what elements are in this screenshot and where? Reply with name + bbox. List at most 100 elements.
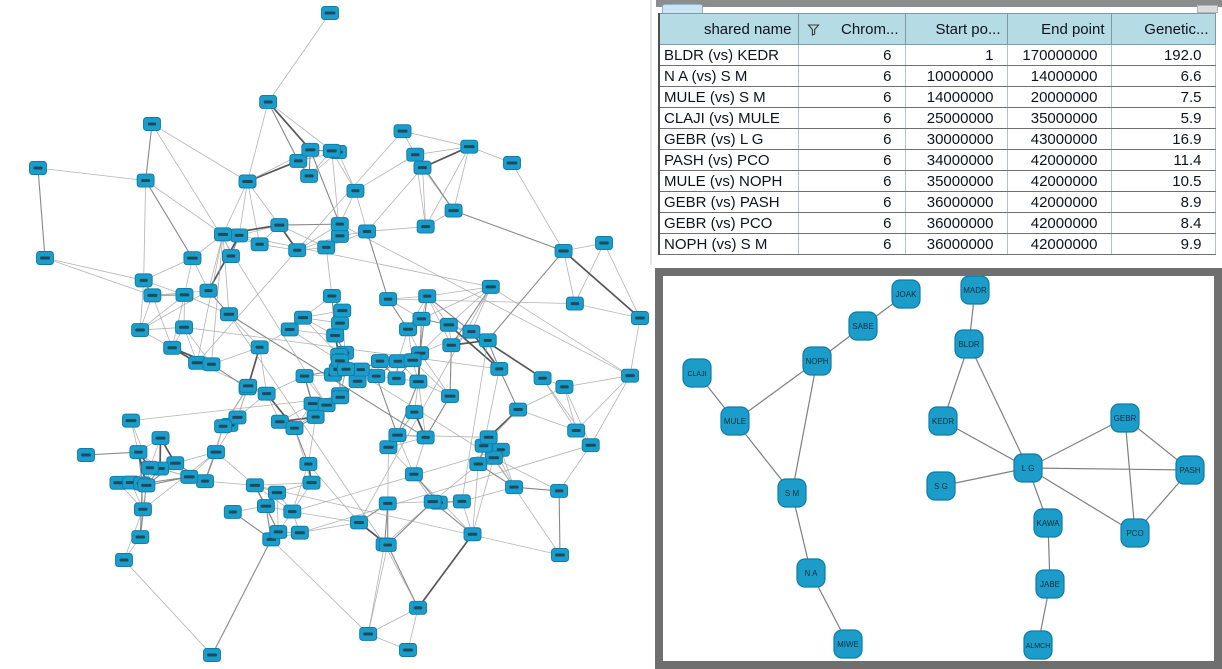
network-node[interactable] bbox=[484, 450, 503, 465]
network-node[interactable] bbox=[565, 296, 584, 311]
network-node[interactable] bbox=[137, 478, 156, 493]
table-cell[interactable]: MULE (vs) S M bbox=[659, 86, 799, 108]
subnetwork-edge[interactable] bbox=[1027, 467, 1136, 534]
network-node[interactable] bbox=[403, 353, 422, 368]
network-node[interactable] bbox=[140, 460, 159, 475]
table-cell[interactable]: 36000000 bbox=[905, 233, 1008, 255]
network-node[interactable] bbox=[294, 310, 312, 325]
column-header-sharedname[interactable]: shared name bbox=[658, 13, 799, 45]
network-node[interactable] bbox=[183, 251, 202, 266]
network-node[interactable] bbox=[250, 237, 269, 252]
subnetwork-edge[interactable] bbox=[734, 360, 818, 422]
network-node[interactable] bbox=[330, 228, 349, 243]
table-cell[interactable]: CLAJI (vs) MULE bbox=[659, 107, 799, 129]
subnetwork-node-pash[interactable]: PASH bbox=[1175, 455, 1205, 485]
network-node[interactable] bbox=[131, 530, 150, 544]
table-cell[interactable]: 43000000 bbox=[1007, 128, 1112, 150]
table-row[interactable]: PASH (vs) PCO 6 34000000 42000000 11.4 bbox=[659, 149, 1216, 171]
network-node[interactable] bbox=[238, 174, 257, 189]
subnetwork-node-gebr[interactable]: GEBR bbox=[1110, 403, 1140, 433]
network-node[interactable] bbox=[143, 117, 161, 131]
network-node[interactable] bbox=[331, 390, 350, 405]
network-node[interactable] bbox=[388, 354, 407, 369]
network-node[interactable] bbox=[321, 6, 339, 20]
network-node[interactable] bbox=[180, 469, 199, 484]
table-row[interactable]: GEBR (vs) PASH 6 36000000 42000000 8.9 bbox=[659, 191, 1216, 213]
table-cell[interactable]: 35000000 bbox=[905, 170, 1008, 192]
network-node[interactable] bbox=[283, 504, 302, 519]
network-node[interactable] bbox=[350, 515, 368, 530]
network-node[interactable] bbox=[346, 183, 365, 198]
network-node[interactable] bbox=[452, 494, 471, 509]
table-cell[interactable]: 35000000 bbox=[1007, 107, 1112, 129]
network-node[interactable] bbox=[418, 289, 437, 304]
subnetwork-edge[interactable] bbox=[1027, 467, 1191, 471]
network-node[interactable] bbox=[621, 368, 640, 383]
subnetwork-node-lg[interactable]: L G bbox=[1013, 453, 1043, 483]
network-node[interactable] bbox=[163, 340, 182, 355]
network-node[interactable] bbox=[288, 243, 307, 258]
network-node[interactable] bbox=[469, 457, 488, 471]
network-node[interactable] bbox=[555, 379, 574, 394]
network-node[interactable] bbox=[299, 457, 318, 471]
network-node[interactable] bbox=[478, 333, 497, 348]
subnetwork-node-madr[interactable]: MADR bbox=[960, 276, 990, 305]
network-node[interactable] bbox=[416, 430, 435, 445]
network-node[interactable] bbox=[143, 288, 162, 303]
network-node[interactable] bbox=[379, 292, 398, 307]
table-cell[interactable]: N A (vs) S M bbox=[659, 65, 799, 87]
column-header-chrom[interactable]: Chrom... bbox=[797, 13, 906, 45]
subnetwork-node-noph[interactable]: NOPH bbox=[802, 346, 832, 376]
network-node[interactable] bbox=[131, 323, 150, 338]
network-node[interactable] bbox=[285, 421, 304, 436]
network-node[interactable] bbox=[581, 438, 600, 453]
subnetwork-node-kawa[interactable]: KAWA bbox=[1033, 508, 1063, 538]
network-node[interactable] bbox=[412, 311, 431, 326]
table-cell[interactable]: 1 bbox=[905, 44, 1008, 66]
network-node[interactable] bbox=[202, 357, 221, 372]
subnetwork-node-bldr[interactable]: BLDR bbox=[954, 329, 984, 359]
network-node[interactable] bbox=[269, 524, 288, 539]
network-node[interactable] bbox=[554, 244, 573, 258]
table-row[interactable]: GEBR (vs) PCO 6 36000000 42000000 8.4 bbox=[659, 212, 1216, 234]
table-cell[interactable]: 5.9 bbox=[1111, 107, 1216, 129]
network-node[interactable] bbox=[404, 467, 423, 482]
table-row[interactable]: N A (vs) S M 6 10000000 14000000 6.6 bbox=[659, 65, 1216, 87]
network-node[interactable] bbox=[416, 219, 435, 234]
network-node[interactable] bbox=[136, 173, 155, 188]
network-node[interactable] bbox=[405, 405, 424, 420]
network-node[interactable] bbox=[379, 440, 398, 455]
network-node[interactable] bbox=[442, 338, 461, 353]
network-node[interactable] bbox=[295, 369, 314, 384]
subnetwork-edge[interactable] bbox=[1124, 417, 1136, 534]
network-node[interactable] bbox=[188, 355, 207, 370]
network-node[interactable] bbox=[406, 147, 425, 162]
table-cell[interactable]: 42000000 bbox=[1007, 149, 1112, 171]
network-node[interactable] bbox=[220, 307, 238, 322]
network-node[interactable] bbox=[351, 362, 370, 377]
subnetwork-edge[interactable] bbox=[1027, 417, 1126, 469]
network-node[interactable] bbox=[551, 548, 569, 562]
table-cell[interactable]: 6 bbox=[798, 44, 906, 66]
subnetwork-node-kedr[interactable]: KEDR bbox=[928, 406, 958, 436]
network-node[interactable] bbox=[175, 287, 194, 302]
network-node[interactable] bbox=[367, 369, 386, 384]
panel-tab[interactable] bbox=[662, 4, 703, 13]
table-cell[interactable]: 6 bbox=[798, 86, 906, 108]
network-node[interactable] bbox=[378, 496, 397, 511]
table-cell[interactable]: GEBR (vs) PCO bbox=[659, 212, 799, 234]
network-node[interactable] bbox=[509, 402, 528, 417]
network-node[interactable] bbox=[77, 448, 95, 462]
network-node[interactable] bbox=[441, 389, 459, 404]
network-node[interactable] bbox=[301, 142, 320, 157]
network-node[interactable] bbox=[196, 474, 214, 489]
network-node[interactable] bbox=[115, 553, 133, 567]
table-cell[interactable]: GEBR (vs) PASH bbox=[659, 191, 799, 213]
table-cell[interactable]: 25000000 bbox=[905, 107, 1008, 129]
table-cell[interactable]: 6 bbox=[798, 170, 906, 192]
network-node[interactable] bbox=[228, 410, 247, 425]
table-row[interactable]: MULE (vs) S M 6 14000000 20000000 7.5 bbox=[659, 86, 1216, 108]
network-node[interactable] bbox=[399, 643, 417, 657]
network-node[interactable] bbox=[223, 504, 242, 519]
network-node[interactable] bbox=[300, 168, 319, 183]
